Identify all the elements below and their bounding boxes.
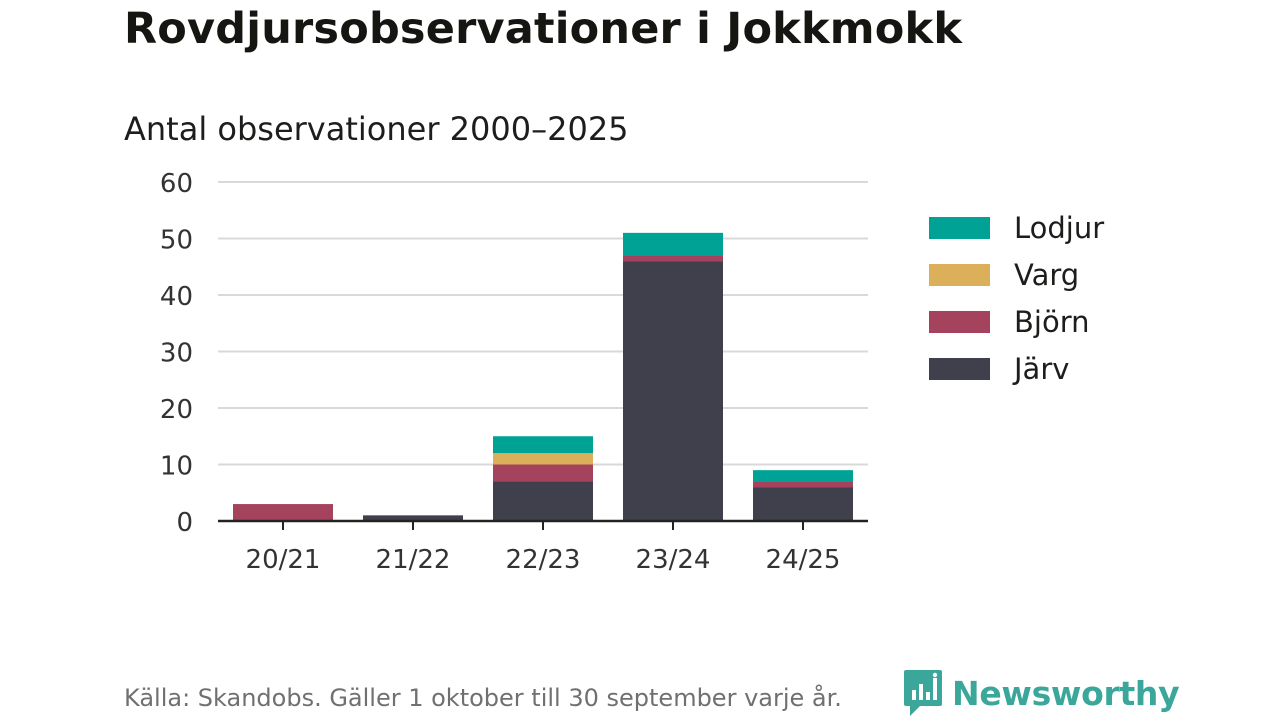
x-tick-label: 22/23 bbox=[506, 545, 581, 575]
x-axis-ticks: 20/21 21/22 22/23 23/24 24/25 bbox=[246, 521, 841, 575]
y-axis-ticks: 0 10 20 30 40 50 60 bbox=[160, 169, 193, 538]
legend-swatch-lodjur bbox=[929, 217, 990, 239]
bar-björn-22-23 bbox=[493, 464, 593, 482]
chart-subtitle: Antal observationer 2000–2025 bbox=[124, 110, 629, 148]
newsworthy-logo-icon bbox=[904, 670, 942, 716]
bars bbox=[233, 232, 853, 521]
newsworthy-logo-text: Newsworthy bbox=[952, 673, 1180, 713]
x-tick-label: 24/25 bbox=[766, 545, 841, 575]
legend-label-varg: Varg bbox=[1014, 258, 1079, 292]
bar-björn-23-24 bbox=[623, 255, 723, 262]
y-tick-label: 0 bbox=[176, 508, 193, 538]
legend-label-lodjur: Lodjur bbox=[1014, 211, 1104, 245]
bar-järv-23-24 bbox=[623, 261, 723, 521]
bar-varg-22-23 bbox=[493, 453, 593, 465]
y-tick-label: 50 bbox=[160, 226, 193, 256]
bar-lodjur-22-23 bbox=[493, 436, 593, 454]
x-tick-label: 21/22 bbox=[376, 545, 451, 575]
newsworthy-logo: Newsworthy bbox=[902, 668, 1180, 718]
bar-björn-20-21 bbox=[233, 504, 333, 521]
bar-lodjur-23-24 bbox=[623, 232, 723, 256]
legend-label-järv: Järv bbox=[1012, 352, 1069, 386]
y-tick-label: 10 bbox=[160, 452, 193, 482]
legend-swatch-varg bbox=[929, 264, 990, 286]
y-tick-label: 40 bbox=[160, 282, 193, 312]
x-tick-label: 23/24 bbox=[636, 545, 711, 575]
bar-järv-21-22 bbox=[363, 515, 463, 521]
y-tick-label: 60 bbox=[160, 169, 193, 199]
legend-swatch-järv bbox=[929, 358, 990, 380]
grid-lines bbox=[218, 181, 868, 466]
bar-lodjur-24-25 bbox=[753, 470, 853, 482]
y-tick-label: 30 bbox=[160, 339, 193, 369]
source-note: Källa: Skandobs. Gäller 1 oktober till 3… bbox=[124, 684, 842, 712]
legend-swatch-björn bbox=[929, 311, 990, 333]
legend: Lodjur Varg Björn Järv bbox=[929, 211, 1104, 386]
bar-björn-24-25 bbox=[753, 481, 853, 488]
bar-järv-24-25 bbox=[753, 487, 853, 521]
bar-järv-22-23 bbox=[493, 481, 593, 521]
x-tick-label: 20/21 bbox=[246, 545, 321, 575]
legend-label-björn: Björn bbox=[1014, 305, 1090, 339]
y-tick-label: 20 bbox=[160, 395, 193, 425]
chart-title: Rovdjursobservationer i Jokkmokk bbox=[124, 4, 963, 54]
